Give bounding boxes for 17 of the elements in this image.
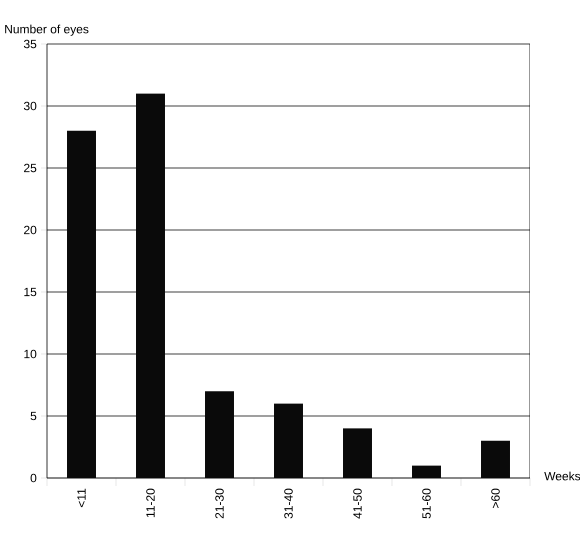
y-tick-label: 20 bbox=[24, 226, 36, 234]
y-tick-label: 15 bbox=[24, 288, 36, 296]
y-tick-label: 5 bbox=[30, 412, 36, 420]
y-tick-label: 35 bbox=[24, 40, 36, 48]
y-tick-label: 30 bbox=[24, 102, 36, 110]
y-tick-label: 25 bbox=[24, 164, 36, 172]
x-tick-label: 11-20 bbox=[146, 488, 155, 518]
x-tick-label: 31-40 bbox=[284, 488, 293, 518]
y-tick-label: 0 bbox=[30, 474, 36, 482]
y-axis-title: Number of eyes bbox=[5, 24, 88, 36]
y-tick-label: 10 bbox=[24, 350, 36, 358]
x-tick-label: >60 bbox=[491, 488, 500, 508]
x-tick-label: 51-60 bbox=[422, 488, 431, 518]
x-tick-label: <11 bbox=[77, 488, 86, 508]
x-tick-label: 41-50 bbox=[353, 488, 362, 519]
x-axis-title: Weeks bbox=[544, 472, 580, 480]
x-tick-label: 21-30 bbox=[215, 488, 224, 518]
